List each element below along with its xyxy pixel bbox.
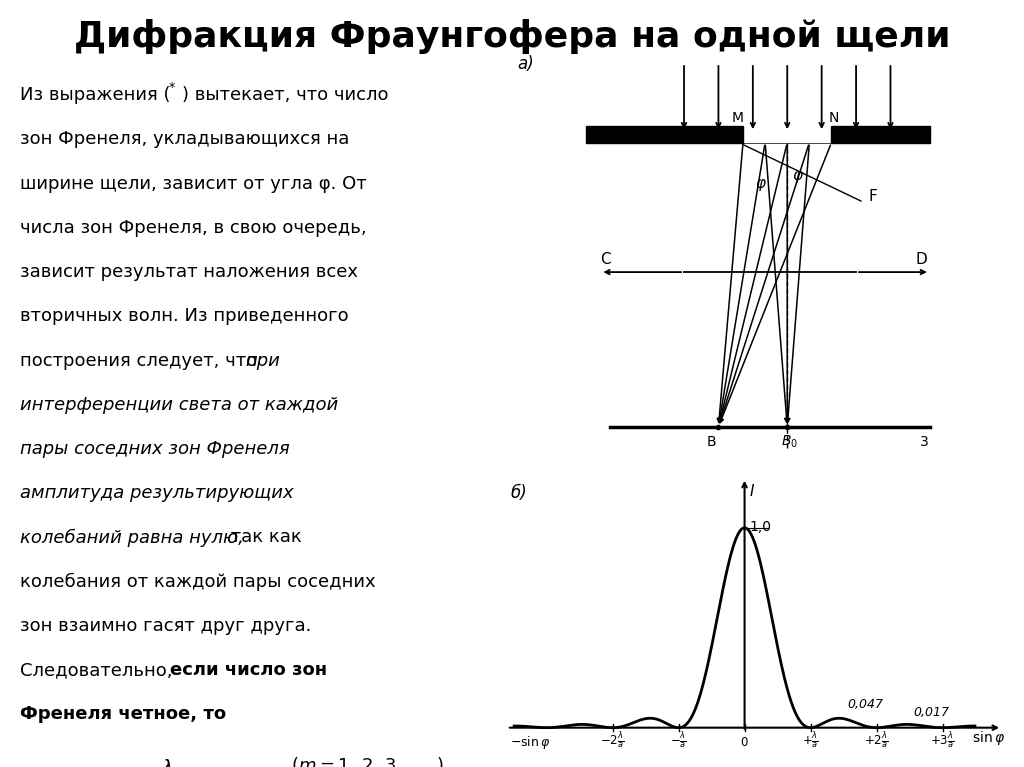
Text: F: F <box>868 189 878 204</box>
Text: 0,047: 0,047 <box>847 698 883 711</box>
Text: $-2\frac{\lambda}{a}$: $-2\frac{\lambda}{a}$ <box>600 731 625 752</box>
Text: Френеля четное, то: Френеля четное, то <box>20 705 226 723</box>
Text: колебания от каждой пары соседних: колебания от каждой пары соседних <box>20 573 376 591</box>
Text: N: N <box>828 110 839 124</box>
Bar <box>586 126 743 143</box>
Text: амплитуда результирующих: амплитуда результирующих <box>20 484 294 502</box>
Text: 3: 3 <box>920 435 929 449</box>
Text: если число зон: если число зон <box>170 661 327 679</box>
Text: $+3\frac{\lambda}{a}$: $+3\frac{\lambda}{a}$ <box>931 731 954 752</box>
Text: $-\frac{\lambda}{a}$: $-\frac{\lambda}{a}$ <box>670 731 687 752</box>
Text: ) вытекает, что число: ) вытекает, что число <box>182 86 389 104</box>
Text: вторичных волн. Из приведенного: вторичных волн. Из приведенного <box>20 308 349 325</box>
Text: $\sin\varphi$: $\sin\varphi$ <box>972 729 1006 746</box>
Text: *: * <box>168 81 174 94</box>
Text: I: I <box>750 484 754 499</box>
Text: а): а) <box>517 54 534 73</box>
Text: ширине щели, зависит от угла φ. От: ширине щели, зависит от угла φ. От <box>20 175 367 193</box>
Text: интерференции света от каждой: интерференции света от каждой <box>20 396 339 413</box>
Text: пары соседних зон Френеля: пары соседних зон Френеля <box>20 440 290 458</box>
Text: б): б) <box>510 484 527 502</box>
Text: $B_0$: $B_0$ <box>781 433 799 450</box>
Text: Из выражения (: Из выражения ( <box>20 86 171 104</box>
Text: числа зон Френеля, в свою очередь,: числа зон Френеля, в свою очередь, <box>20 219 367 237</box>
Text: Дифракция Фраунгофера на одной щели: Дифракция Фраунгофера на одной щели <box>74 19 950 54</box>
Text: C: C <box>600 252 611 267</box>
Text: M: M <box>732 110 744 124</box>
Text: B: B <box>707 435 716 449</box>
Text: зон взаимно гасят друг друга.: зон взаимно гасят друг друга. <box>20 617 311 635</box>
Text: $+2\frac{\lambda}{a}$: $+2\frac{\lambda}{a}$ <box>864 731 889 752</box>
Text: так как: так как <box>225 528 302 546</box>
Text: 0,017: 0,017 <box>913 706 949 719</box>
Text: при: при <box>245 351 280 370</box>
Text: колебаний равна нулю,: колебаний равна нулю, <box>20 528 244 547</box>
Bar <box>831 126 930 143</box>
Text: $(m = 1,\, 2,\, 3,\, ...),$: $(m = 1,\, 2,\, 3,\, ...),$ <box>291 755 450 767</box>
Text: построения следует, что: построения следует, что <box>20 351 263 370</box>
Text: зависит результат наложения всех: зависит результат наложения всех <box>20 263 358 281</box>
Text: зон Френеля, укладывающихся на: зон Френеля, укладывающихся на <box>20 130 349 149</box>
Text: $0$: $0$ <box>740 736 749 749</box>
Text: φ: φ <box>793 168 802 183</box>
Text: $+\frac{\lambda}{a}$: $+\frac{\lambda}{a}$ <box>802 731 819 752</box>
Text: D: D <box>915 252 927 267</box>
Text: φ: φ <box>756 176 765 192</box>
Text: $a\sin\varphi = \pm\, 2m\,\dfrac{\lambda}{2}$: $a\sin\varphi = \pm\, 2m\,\dfrac{\lambda… <box>20 759 176 767</box>
Text: $-\sin\varphi$: $-\sin\varphi$ <box>510 734 551 751</box>
Text: 1,0: 1,0 <box>750 520 772 534</box>
Text: Следовательно,: Следовательно, <box>20 661 178 679</box>
